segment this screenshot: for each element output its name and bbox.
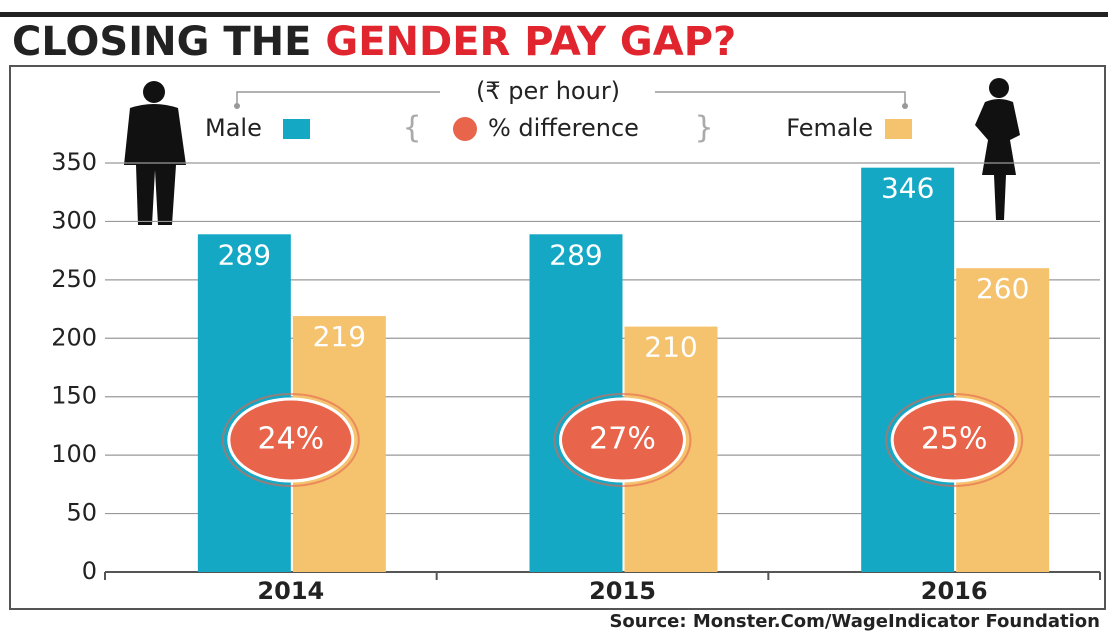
subtitle: (₹ per hour) [476,77,620,105]
bar [861,167,955,572]
bar-value-label: 210 [644,331,697,364]
brace: } [694,111,713,146]
y-tick-label: 150 [51,382,97,410]
legend-swatch [283,119,310,139]
legend-swatch [453,117,477,141]
difference-circle [559,397,686,483]
frame [9,65,1106,610]
difference-outline [885,393,1024,487]
y-tick-label: 0 [82,557,97,585]
difference-label: 24% [257,422,324,457]
difference-label: 25% [921,422,988,457]
bar-value-label: 260 [976,272,1029,305]
y-tick-label: 250 [51,265,97,293]
y-tick-label: 50 [66,499,97,527]
bar-value-label: 289 [218,238,271,271]
legend-swatch [885,119,912,139]
difference-outline [553,393,692,487]
x-tick-label: 2015 [589,577,656,605]
difference-circle [227,397,355,483]
bar-value-label: 219 [313,320,366,353]
difference-label: 27% [589,422,656,457]
chart-title: CLOSING THE GENDER PAY GAP? [12,19,736,65]
title-highlight: GENDER PAY GAP? [325,19,736,65]
bar-value-label: 346 [881,172,934,205]
y-tick-label: 300 [51,206,97,234]
male-silhouette [124,81,186,225]
legend-label: % difference [488,114,639,142]
difference-outline [221,393,360,487]
y-tick-label: 100 [51,440,97,468]
bar-value-label: 289 [549,238,602,271]
bracket-end [234,103,240,109]
female-silhouette [975,78,1020,220]
x-tick-label: 2014 [257,577,324,605]
top-rule [0,12,1108,17]
x-tick-label: 2016 [921,577,988,605]
source: Source: Monster.Com/WageIndicator Founda… [609,611,1100,632]
bracket-end [902,103,908,109]
brace: { [402,111,421,146]
difference-circle [890,397,1018,483]
legend-label: Male [205,114,262,142]
bracket [236,91,906,106]
title-part: CLOSING THE [12,19,311,65]
y-tick-label: 200 [51,323,97,351]
y-tick-label: 350 [51,148,97,176]
legend-label: Female [786,114,873,142]
